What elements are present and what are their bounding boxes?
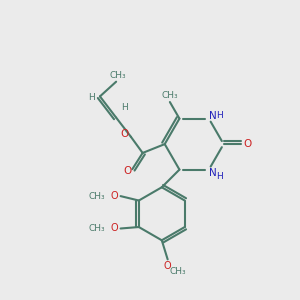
Text: O: O [110,224,118,233]
Text: O: O [123,167,131,176]
Text: CH₃: CH₃ [170,267,186,276]
Text: H: H [216,172,223,181]
Text: O: O [164,261,172,271]
Text: CH₃: CH₃ [162,91,178,100]
Text: N: N [209,168,217,178]
Text: H: H [121,103,128,112]
Text: H: H [216,111,223,120]
Text: CH₃: CH₃ [88,192,105,201]
Text: N: N [209,111,217,121]
Text: CH₃: CH₃ [109,71,126,80]
Text: H: H [88,93,95,102]
Text: O: O [120,129,128,139]
Text: O: O [110,191,118,201]
Text: CH₃: CH₃ [88,224,105,233]
Text: O: O [244,139,252,149]
